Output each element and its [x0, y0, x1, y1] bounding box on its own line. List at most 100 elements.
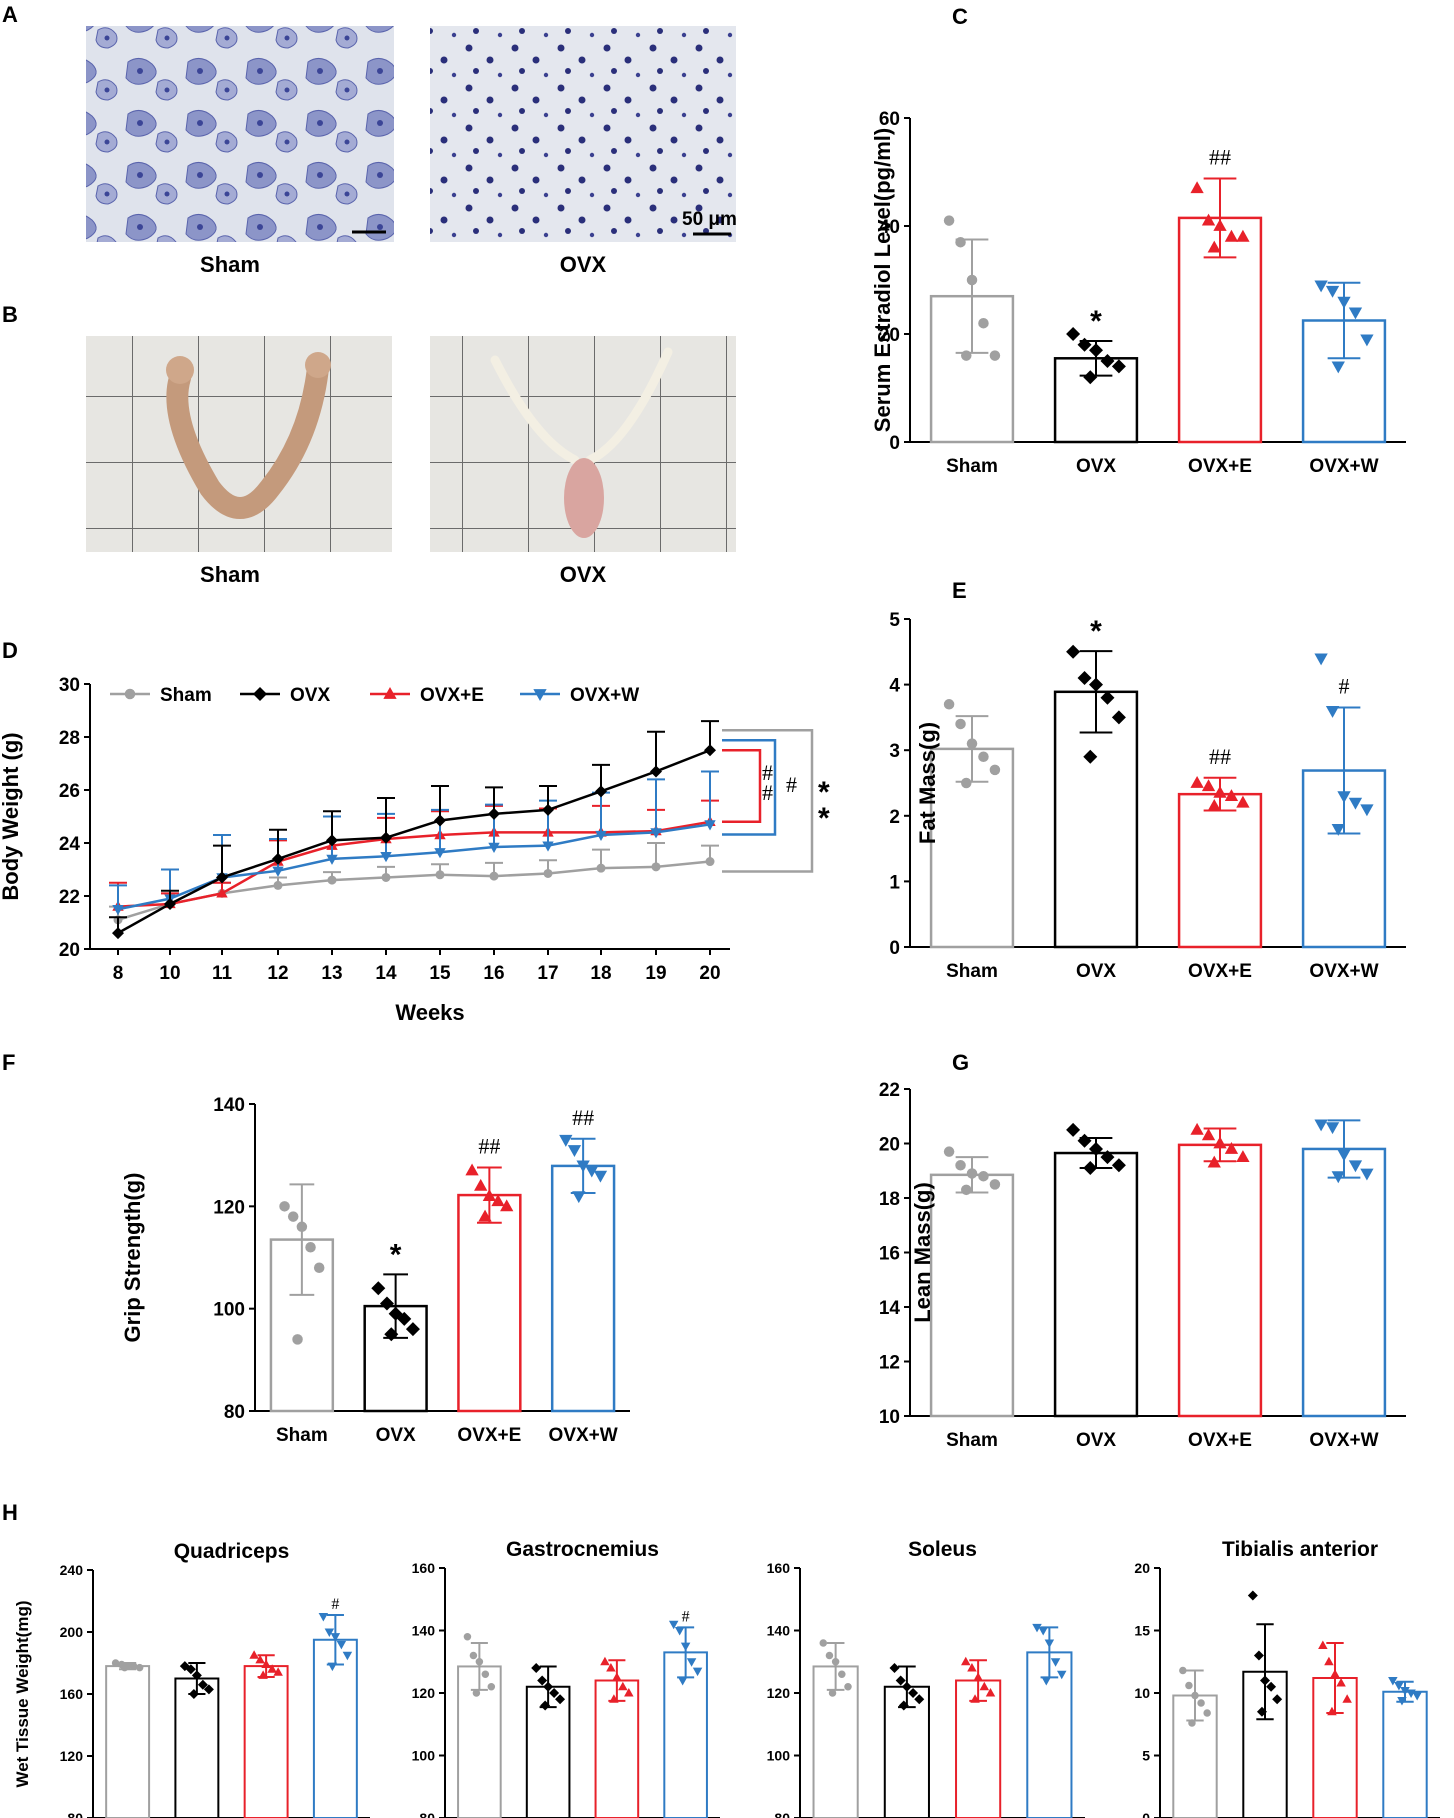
- bracket-label-hash: #: [762, 760, 773, 785]
- panel-label: E: [952, 578, 967, 603]
- y-tick-label: 80: [67, 1810, 83, 1818]
- significance-hash: #: [1339, 674, 1350, 699]
- x-tick-label: OVX+E: [1188, 961, 1252, 982]
- data-point: [989, 350, 1001, 361]
- data-point: [895, 1675, 906, 1686]
- data-point: [612, 1672, 622, 1681]
- data-point: [469, 1651, 478, 1660]
- x-tick-label: Sham: [946, 1430, 998, 1451]
- bar-ovx-e: [243, 1665, 289, 1818]
- data-point: [1236, 1150, 1250, 1163]
- data-point: [487, 1683, 496, 1691]
- data-point: [463, 1633, 472, 1641]
- bar-ovx-w: [550, 1164, 616, 1413]
- data-point: [475, 1658, 484, 1666]
- data-point: [1089, 343, 1103, 358]
- data-point: [704, 744, 716, 757]
- data-point: [326, 854, 338, 865]
- data-point: [342, 1651, 353, 1661]
- y-tick-label: 240: [60, 1562, 84, 1578]
- data-point: [1111, 359, 1126, 374]
- panel-a-ovx-image: [430, 26, 736, 242]
- y-tick-label: 16: [879, 1244, 900, 1265]
- x-tick-label: OVX+E: [457, 1425, 521, 1446]
- data-point: [961, 777, 972, 789]
- x-tick-label: 10: [159, 963, 180, 984]
- data-point: [1314, 1119, 1328, 1132]
- y-tick-label: 14: [879, 1298, 901, 1319]
- data-point: [1190, 181, 1204, 194]
- data-point: [326, 834, 338, 847]
- y-tick-label: 120: [213, 1197, 245, 1218]
- x-tick-label: OVX: [1076, 456, 1116, 477]
- data-point: [1179, 1666, 1187, 1675]
- data-point: [967, 1663, 977, 1672]
- data-point: [1272, 1694, 1283, 1705]
- significance-hash: ##: [1209, 144, 1231, 169]
- bracket-label-star: *: [818, 776, 830, 809]
- bar-sham: [929, 1173, 1015, 1418]
- data-point: [955, 718, 966, 730]
- y-tick-label: 10: [879, 1407, 900, 1428]
- data-point: [1188, 1719, 1196, 1727]
- data-point: [1342, 1694, 1352, 1703]
- data-point: [380, 831, 392, 844]
- data-point: [1213, 785, 1227, 798]
- x-tick-label: OVX+E: [1188, 1430, 1252, 1451]
- data-point: [1066, 327, 1081, 341]
- x-tick-label: Sham: [946, 456, 998, 477]
- data-point: [572, 1191, 586, 1204]
- data-point: [1260, 1675, 1270, 1686]
- x-tick-label: OVX+W: [1309, 961, 1378, 982]
- chart-g-lean-mass: 10 12 14 16 18 20 22 Sham OVX OVX+E OVX+W Lean Mass…: [879, 1050, 1406, 1451]
- data-point: [478, 1209, 492, 1222]
- data-point: [324, 1628, 335, 1637]
- data-point: [686, 1658, 697, 1667]
- x-tick-label: OVX+W: [1309, 456, 1378, 477]
- y-tick-label: 20: [879, 1135, 900, 1156]
- data-point: [1348, 1160, 1363, 1173]
- data-point: [985, 1688, 996, 1697]
- data-point: [680, 1642, 691, 1652]
- data-point: [272, 866, 284, 877]
- data-point: [1325, 1122, 1340, 1135]
- data-point: [828, 1689, 837, 1697]
- chart-title: Soleus: [908, 1538, 977, 1561]
- y-tick-label: 20: [1134, 1560, 1150, 1576]
- data-point: [677, 1677, 688, 1686]
- bracket-ovx-vs-ovxw: [722, 739, 777, 836]
- data-point: [381, 872, 391, 882]
- data-point: [188, 1689, 199, 1699]
- data-point: [542, 841, 554, 852]
- data-point: [1190, 776, 1204, 788]
- data-point: [585, 1165, 599, 1178]
- data-point: [1266, 1681, 1277, 1692]
- data-point: [559, 1134, 573, 1147]
- data-point: [908, 1688, 919, 1698]
- x-tick-label: OVX+W: [1309, 1430, 1378, 1451]
- data-point: [704, 820, 716, 831]
- data-point: [966, 274, 978, 286]
- data-point: [595, 785, 607, 798]
- data-point: [1185, 1681, 1193, 1690]
- data-point: [966, 1168, 978, 1179]
- data-point: [555, 1694, 566, 1705]
- data-point: [434, 848, 446, 859]
- data-point: [489, 871, 499, 881]
- data-point: [542, 803, 554, 816]
- y-tick-label: 5: [889, 610, 900, 631]
- significance-hash: #: [682, 1608, 690, 1625]
- data-point: [1360, 334, 1374, 347]
- y-tick-label: 140: [213, 1095, 245, 1116]
- data-point: [1111, 1158, 1126, 1173]
- y-tick-label: 160: [767, 1560, 791, 1576]
- x-tick-label: 13: [321, 963, 342, 984]
- data-point: [135, 1663, 144, 1672]
- data-point: [1100, 1150, 1115, 1165]
- y-tick-label: 10: [1134, 1685, 1150, 1701]
- data-point: [216, 871, 228, 884]
- legend-label: OVX+W: [570, 685, 639, 706]
- y-tick-label: 2: [889, 807, 900, 828]
- y-tick-label: 120: [767, 1685, 791, 1701]
